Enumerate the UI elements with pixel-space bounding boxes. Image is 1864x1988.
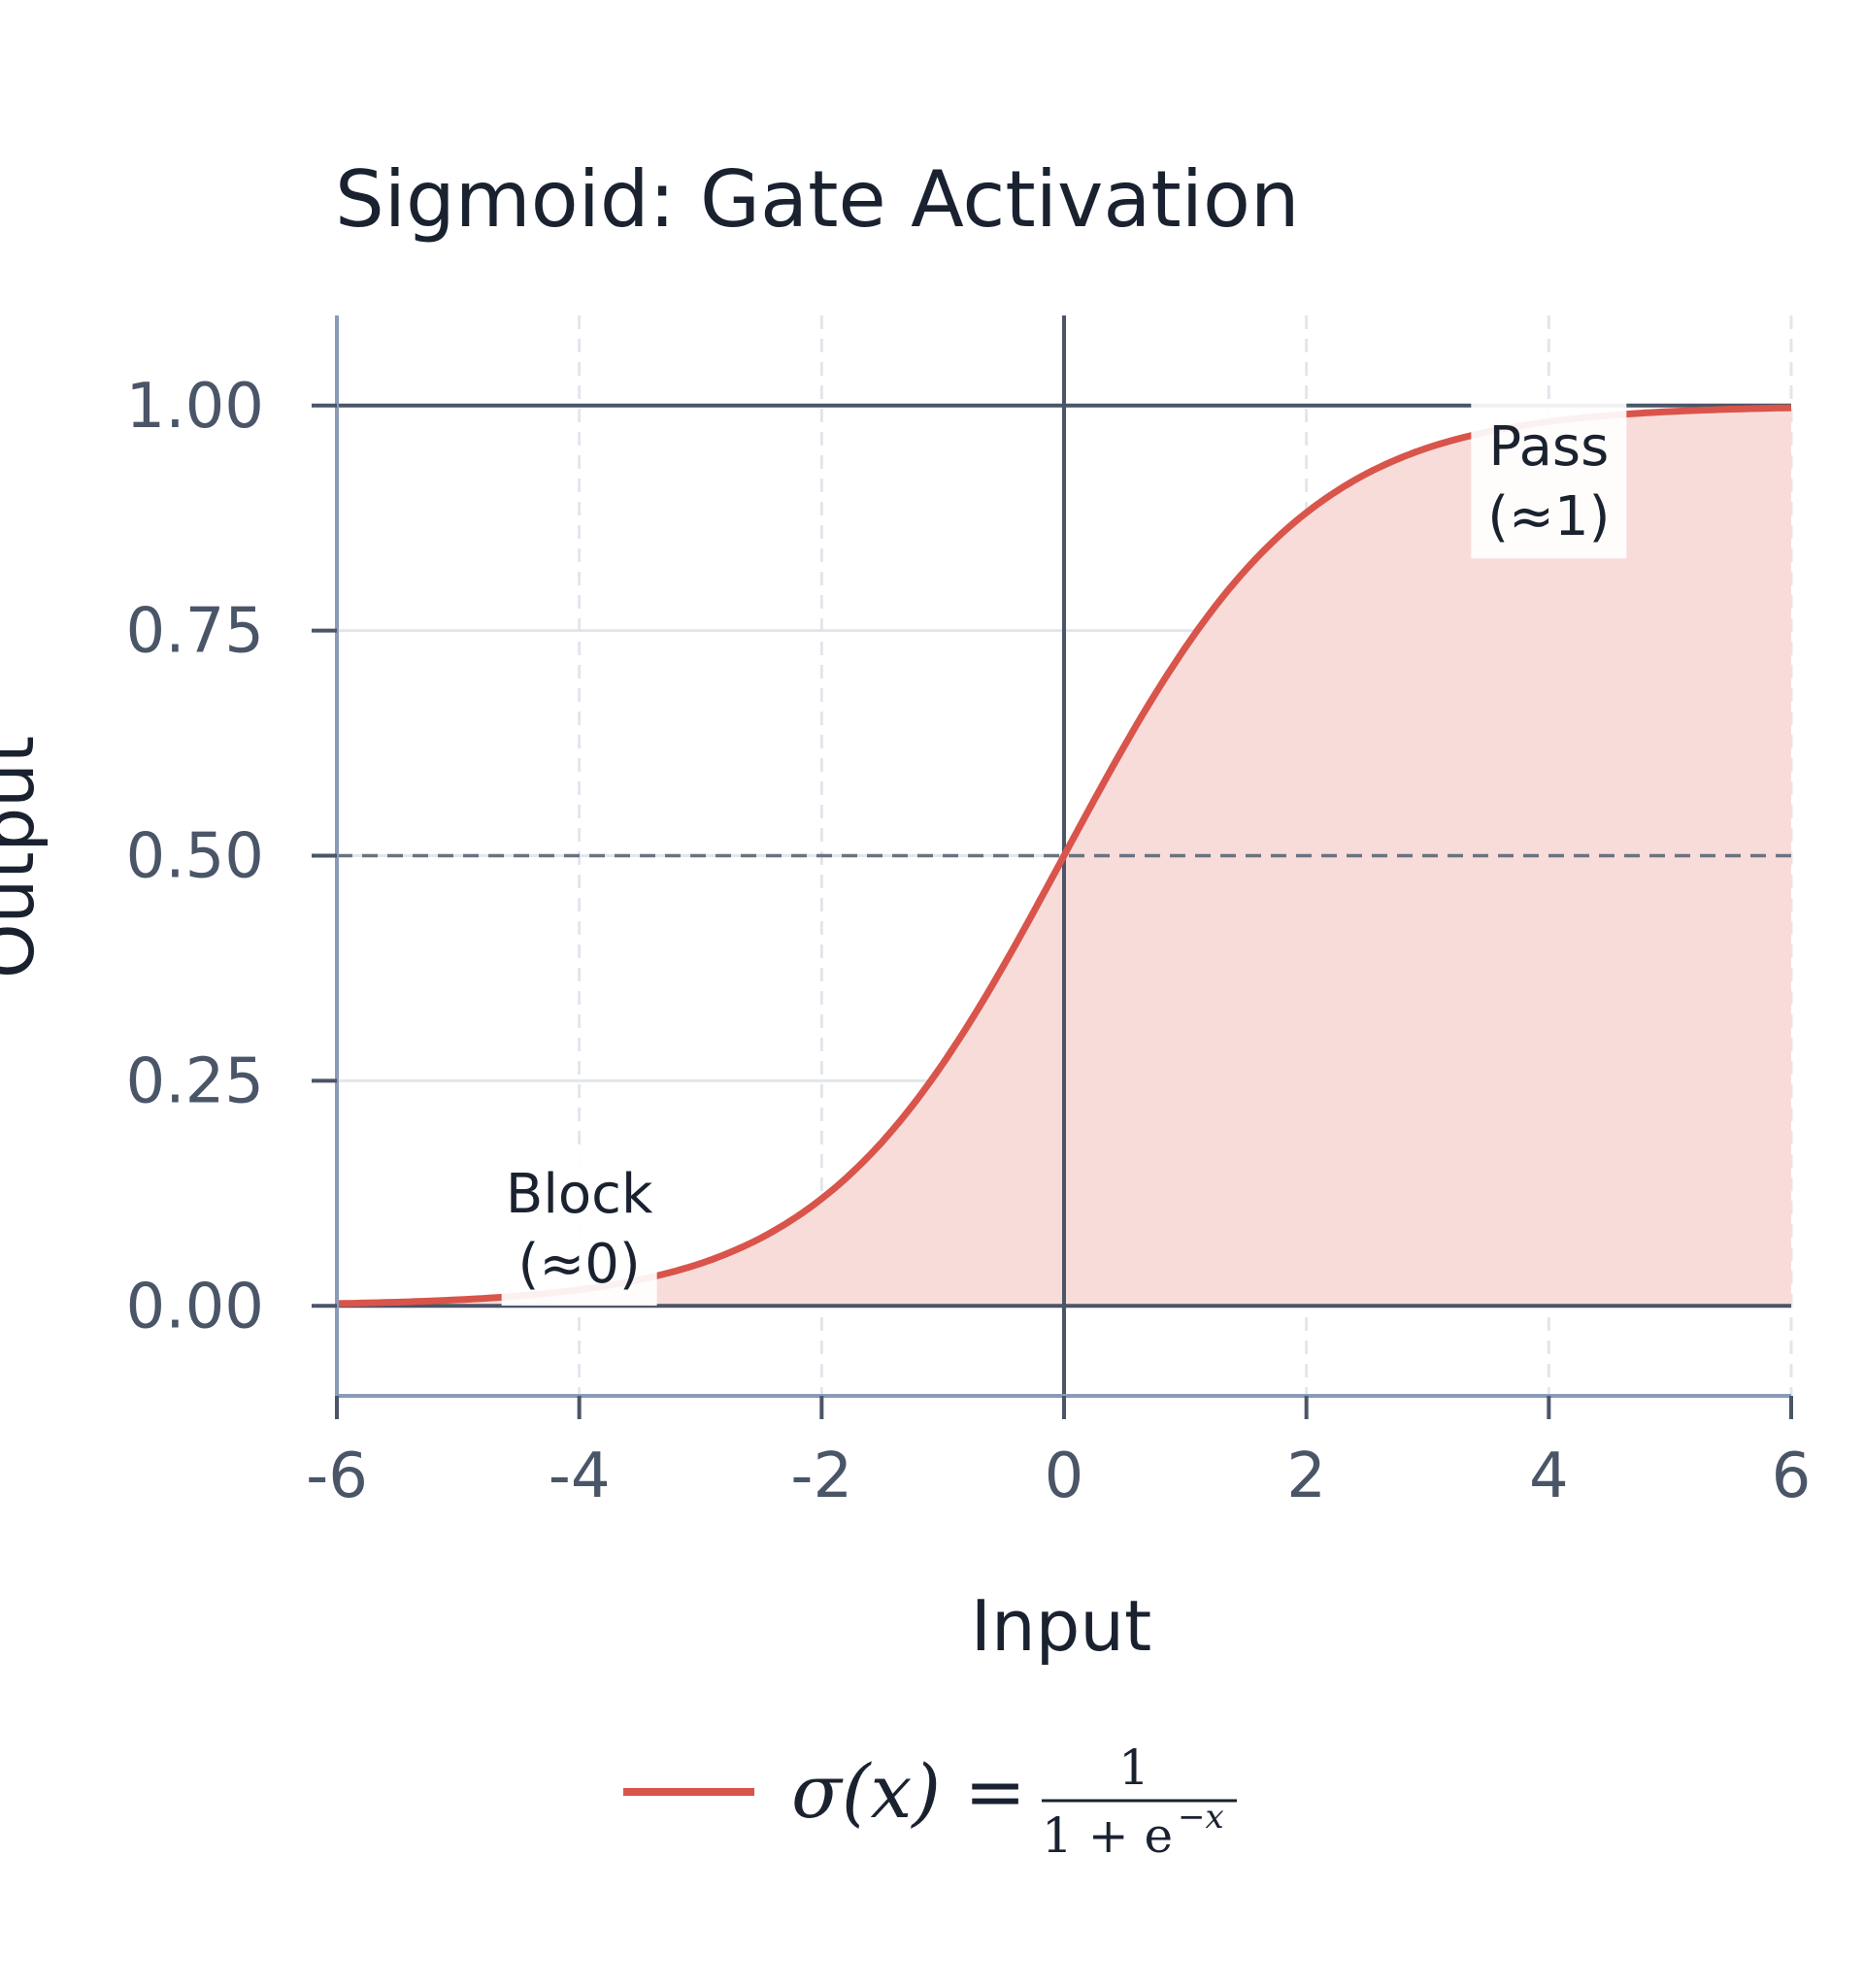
- y-tick-label: 0.50: [126, 821, 265, 893]
- axes: -6 -4 -2 0 2 4 6 0.00 0.25 0.50 0.75 1.00: [126, 315, 1812, 1512]
- x-tick-label: -4: [549, 1441, 611, 1512]
- y-tick-label: 0.25: [126, 1045, 265, 1117]
- legend: σ(x) = 1 1 + e −x: [623, 1740, 1237, 1864]
- annotations: Pass(≈1) Block (≈0): [501, 403, 1627, 1307]
- legend-sigma-text: σ(x) =: [791, 1748, 1026, 1835]
- x-axis-label: Input: [971, 1585, 1151, 1667]
- x-tick-label: -2: [790, 1441, 852, 1512]
- annotation-line2: (≈1): [1487, 485, 1610, 548]
- legend-numerator: 1: [1118, 1740, 1149, 1796]
- annotation-pass: Pass(≈1): [1471, 403, 1627, 559]
- x-tick-label: 2: [1286, 1441, 1326, 1512]
- annotation-line2: (≈0): [518, 1233, 641, 1296]
- chart-title: Sigmoid: Gate Activation: [335, 154, 1300, 245]
- legend-denominator: 1 + e: [1042, 1807, 1173, 1864]
- annotation-line1: Block: [506, 1163, 653, 1226]
- legend-exponent: −x: [1178, 1798, 1224, 1837]
- y-tick-label: 0.00: [126, 1271, 265, 1342]
- y-tick-label: 0.75: [126, 596, 265, 668]
- annotation-line1: Pass: [1488, 415, 1609, 479]
- x-tick-label: 0: [1045, 1441, 1084, 1512]
- annotation-block: Block (≈0): [501, 1150, 657, 1307]
- x-tick-label: -6: [306, 1441, 368, 1512]
- x-tick-label: 6: [1772, 1441, 1812, 1512]
- y-tick-label: 1.00: [126, 371, 265, 443]
- x-tick-label: 4: [1529, 1441, 1569, 1512]
- annotation-background: [1471, 403, 1627, 559]
- annotation-background: [501, 1150, 657, 1307]
- y-axis-label: Output: [0, 736, 50, 978]
